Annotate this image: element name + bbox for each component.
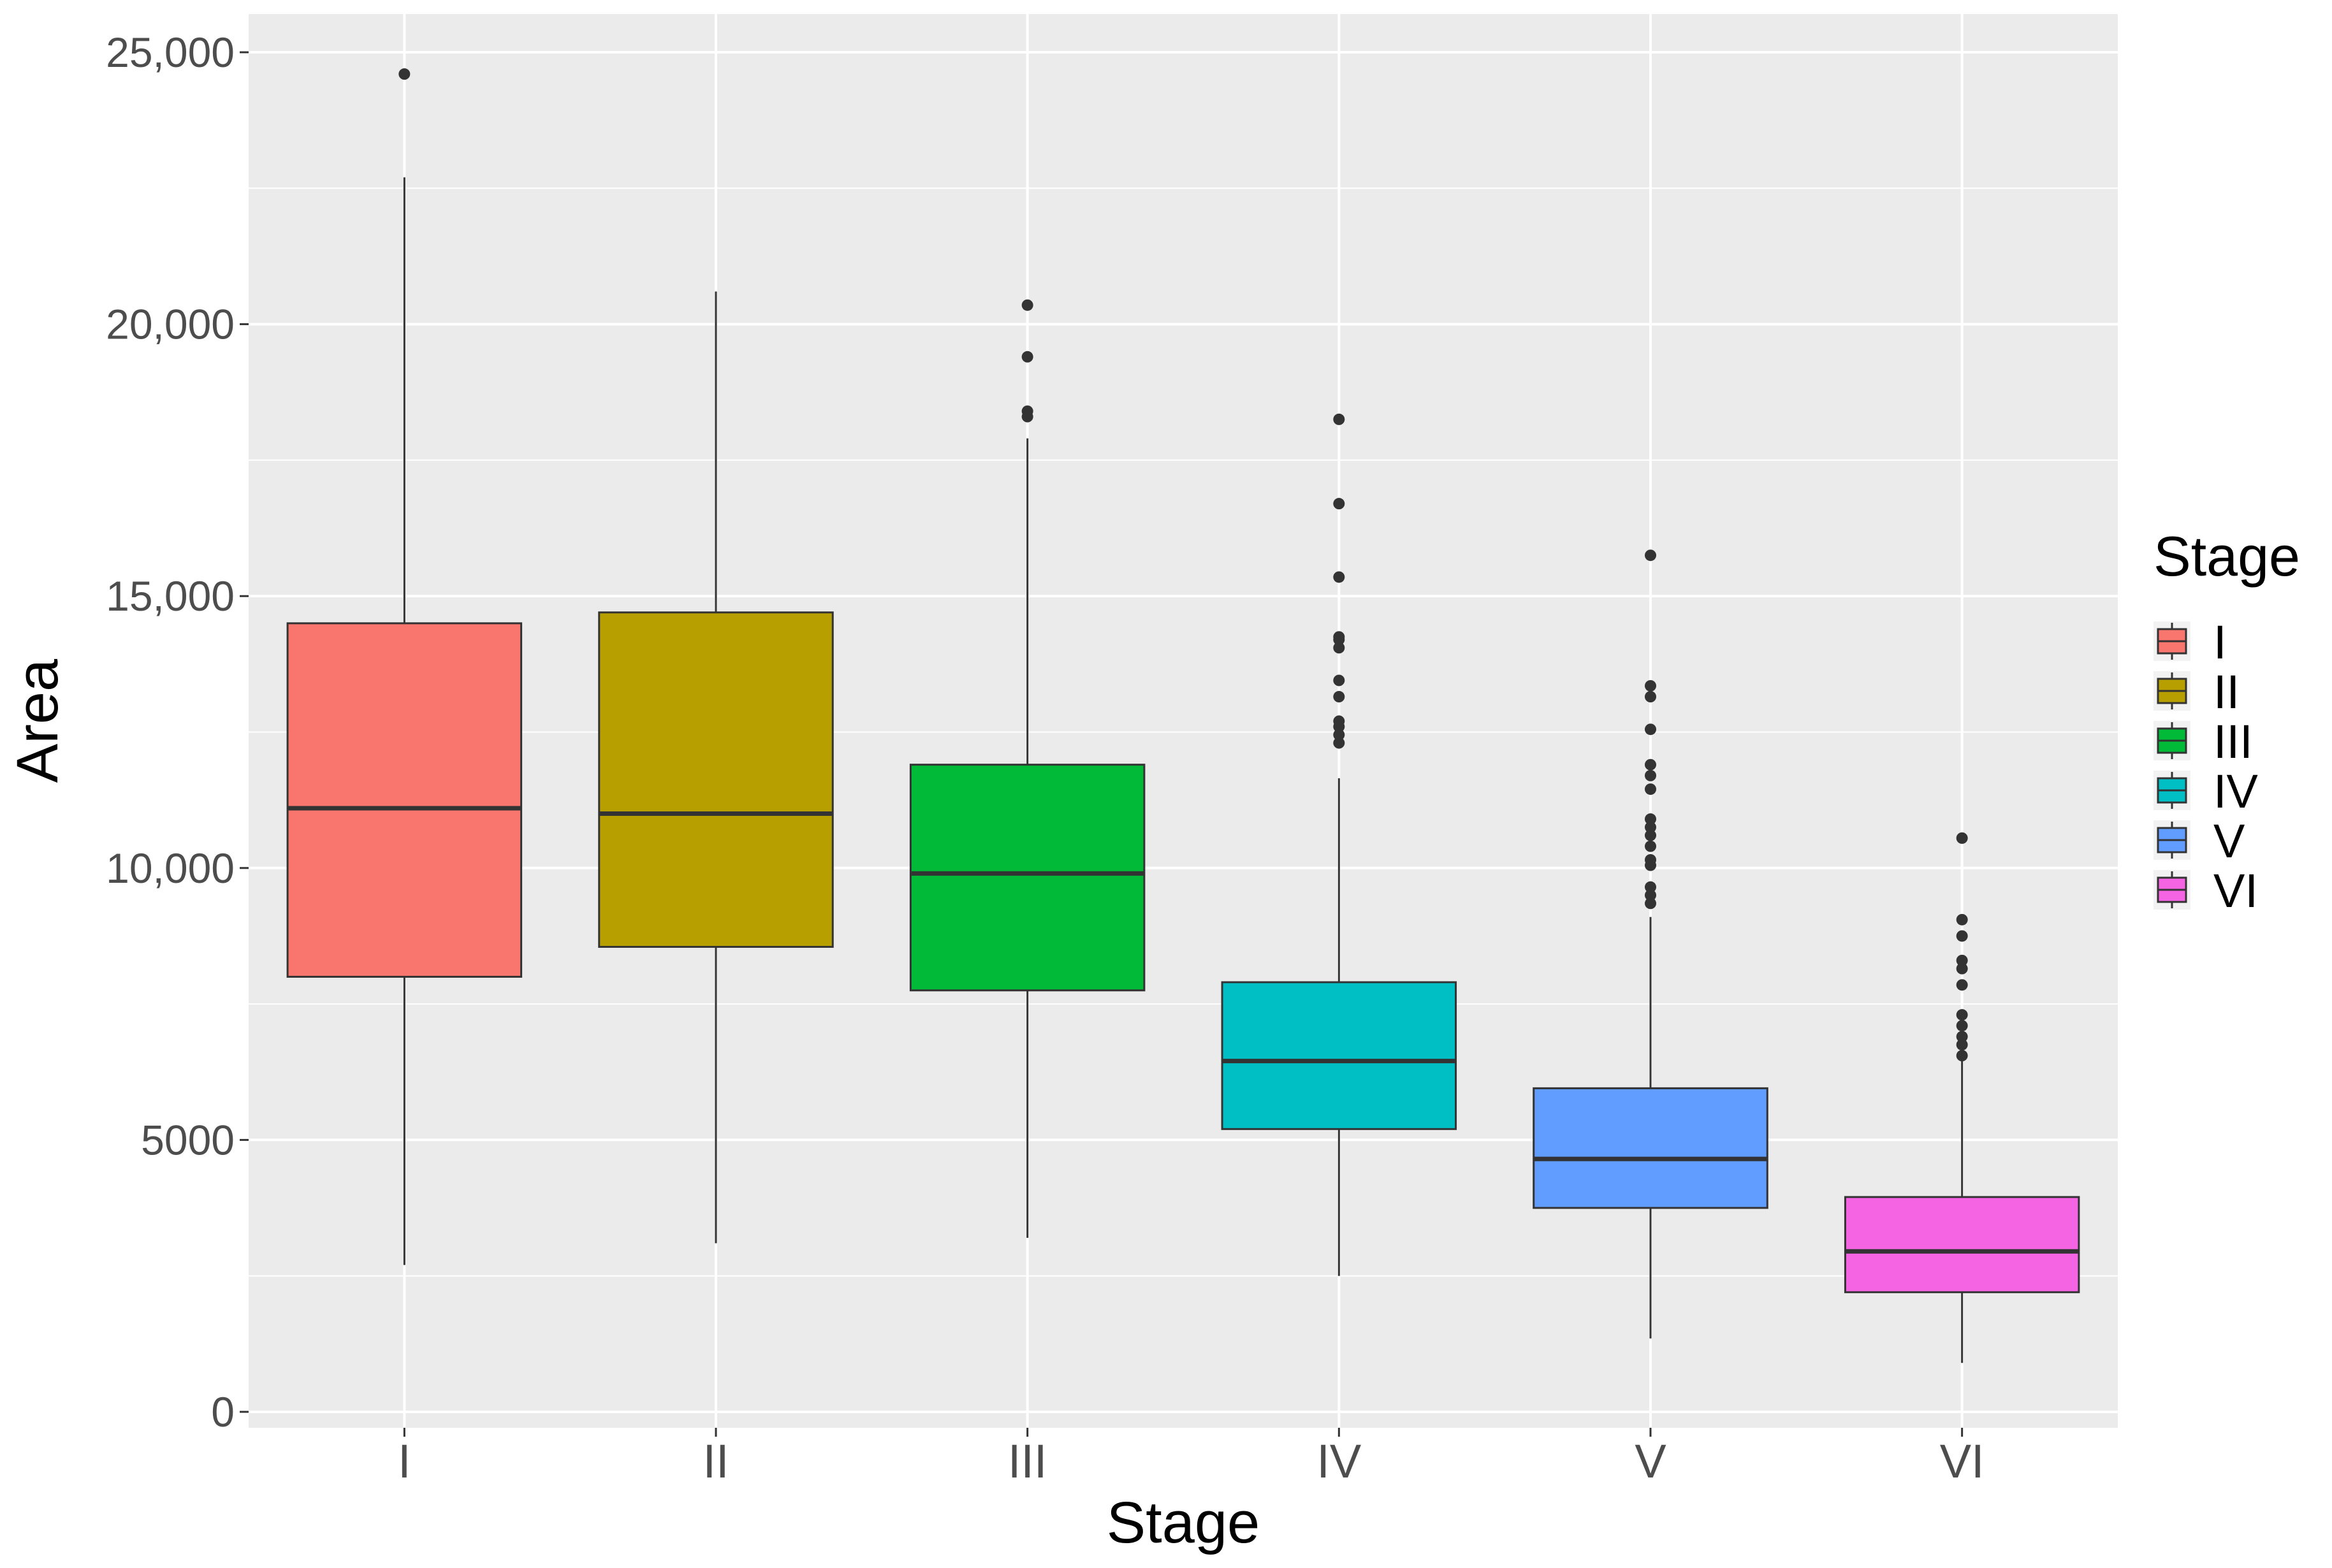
- legend-label: VI: [2213, 864, 2258, 917]
- x-axis-title: Stage: [1107, 1490, 1260, 1555]
- outlier-point: [1645, 821, 1656, 833]
- outlier-point: [1645, 723, 1656, 736]
- y-tick-label: 15,000: [106, 572, 235, 620]
- y-tick-label: 25,000: [106, 29, 235, 76]
- outlier-point: [1645, 854, 1656, 866]
- outlier-point: [1956, 954, 1968, 966]
- outlier-point: [1956, 1020, 1968, 1032]
- outlier-point: [1645, 549, 1656, 562]
- legend-label: II: [2213, 665, 2240, 718]
- legend-item-V: V: [2153, 815, 2245, 867]
- outlier-point: [1333, 737, 1345, 749]
- x-tick-label: II: [703, 1435, 729, 1488]
- outlier-point: [1956, 962, 1968, 975]
- legend-item-II: II: [2153, 665, 2240, 718]
- box-V: [1533, 1087, 1768, 1209]
- box-II: [598, 611, 834, 948]
- legend-label: IV: [2213, 765, 2259, 818]
- outlier-point: [1645, 881, 1656, 893]
- box-I: [286, 622, 523, 978]
- outlier-point: [1333, 729, 1345, 741]
- box-group-II: [598, 291, 834, 1244]
- y-axis-title: Area: [5, 658, 70, 783]
- y-tick-label: 5000: [141, 1116, 235, 1163]
- outlier-point: [1956, 979, 1968, 991]
- minor-gridlines: [249, 187, 2118, 1277]
- y-tick-label: 20,000: [106, 301, 235, 348]
- outlier-point: [1645, 840, 1656, 852]
- box-IV: [1221, 981, 1457, 1130]
- outlier-point: [1021, 405, 1033, 417]
- legend-title: Stage: [2153, 525, 2300, 588]
- outlier-point: [1956, 1009, 1968, 1021]
- outlier-point: [398, 68, 411, 80]
- y-tick-label: 10,000: [106, 845, 235, 892]
- legend-label: V: [2213, 815, 2245, 867]
- box-group-IV: [1221, 413, 1457, 1276]
- y-tick-label: 0: [211, 1388, 235, 1435]
- outlier-point: [1645, 829, 1656, 841]
- outlier-point: [1021, 351, 1033, 363]
- box-group-I: [286, 68, 523, 1265]
- outlier-point: [1956, 832, 1968, 844]
- outlier-point: [1645, 691, 1656, 703]
- box-VI: [1844, 1196, 2080, 1293]
- outlier-point: [1333, 571, 1345, 583]
- outlier-point: [1645, 769, 1656, 781]
- legend-item-IV: IV: [2153, 765, 2259, 818]
- outlier-point: [1333, 674, 1345, 686]
- outlier-point: [1645, 783, 1656, 795]
- outlier-point: [1645, 679, 1656, 692]
- x-tick-label: III: [1008, 1435, 1047, 1488]
- outlier-point: [1021, 299, 1033, 311]
- outlier-point: [1333, 498, 1345, 510]
- plot-panel: [249, 14, 2118, 1428]
- outlier-point: [1956, 930, 1968, 942]
- outlier-point: [1333, 715, 1345, 727]
- boxes: [286, 68, 2080, 1363]
- outlier-point: [1645, 889, 1656, 901]
- outlier-point: [1333, 413, 1345, 425]
- x-tick-label: IV: [1316, 1435, 1362, 1488]
- x-tick-label: VI: [1940, 1435, 1985, 1488]
- box-group-VI: [1844, 832, 2080, 1363]
- legend-item-I: I: [2153, 616, 2227, 669]
- x-tick-label: I: [398, 1435, 411, 1488]
- outlier-point: [1333, 691, 1345, 703]
- outlier-point: [1956, 1031, 1968, 1043]
- y-axis: 0 5000 10,000 15,000 20,000 25,000: [106, 29, 249, 1435]
- outlier-point: [1956, 1050, 1968, 1062]
- x-tick-label: V: [1635, 1435, 1666, 1488]
- legend-label: III: [2213, 715, 2253, 768]
- outlier-point: [1333, 642, 1345, 654]
- box-III: [909, 764, 1146, 992]
- legend-label: I: [2213, 616, 2227, 669]
- outlier-point: [1956, 1039, 1968, 1051]
- legend-item-III: III: [2153, 715, 2253, 768]
- outlier-point: [1645, 897, 1656, 910]
- x-axis: I II III IV V VI: [398, 1428, 1985, 1488]
- outlier-point: [1645, 813, 1656, 825]
- outlier-point: [1333, 631, 1345, 643]
- legend-item-VI: VI: [2153, 864, 2258, 917]
- outlier-point: [1956, 913, 1968, 926]
- box-group-III: [909, 299, 1146, 1238]
- outlier-point: [1645, 759, 1656, 771]
- box-group-V: [1533, 549, 1768, 1339]
